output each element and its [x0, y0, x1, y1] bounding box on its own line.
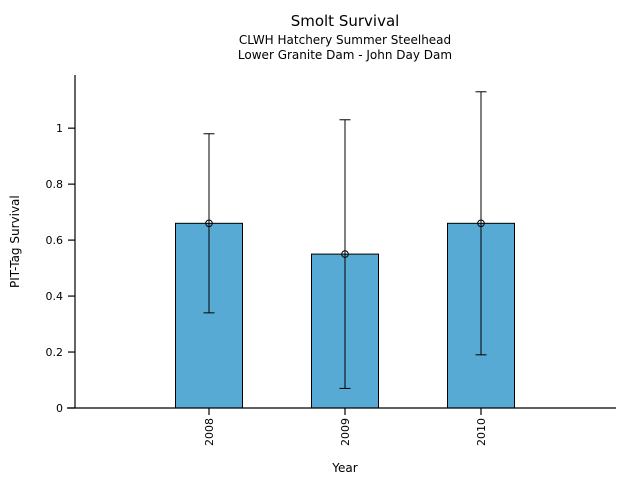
y-tick-label-0.4: 0.4: [46, 290, 64, 303]
y-tick-label-1: 1: [56, 122, 63, 135]
chart-subtitle-line1: CLWH Hatchery Summer Steelhead: [238, 33, 452, 47]
y-tick-label-0.2: 0.2: [46, 346, 64, 359]
chart-subtitle-line2: Lower Granite Dam - John Day Dam: [237, 48, 453, 62]
y-tick-label-0.6: 0.6: [46, 234, 64, 247]
y-tick-label-0: 0: [56, 402, 63, 415]
chart-title: Smolt Survival: [290, 12, 400, 30]
x-tick-label-2008: 2008: [203, 418, 216, 446]
point-marker-2010: [477, 219, 485, 228]
x-axis-label: Year: [332, 461, 358, 475]
x-tick-label-2010: 2010: [475, 418, 488, 446]
point-marker-2008: [205, 219, 213, 228]
x-tick-label-2009: 2009: [339, 418, 352, 446]
point-marker-2009: [341, 250, 349, 258]
y-tick-label-0.8: 0.8: [46, 178, 64, 191]
